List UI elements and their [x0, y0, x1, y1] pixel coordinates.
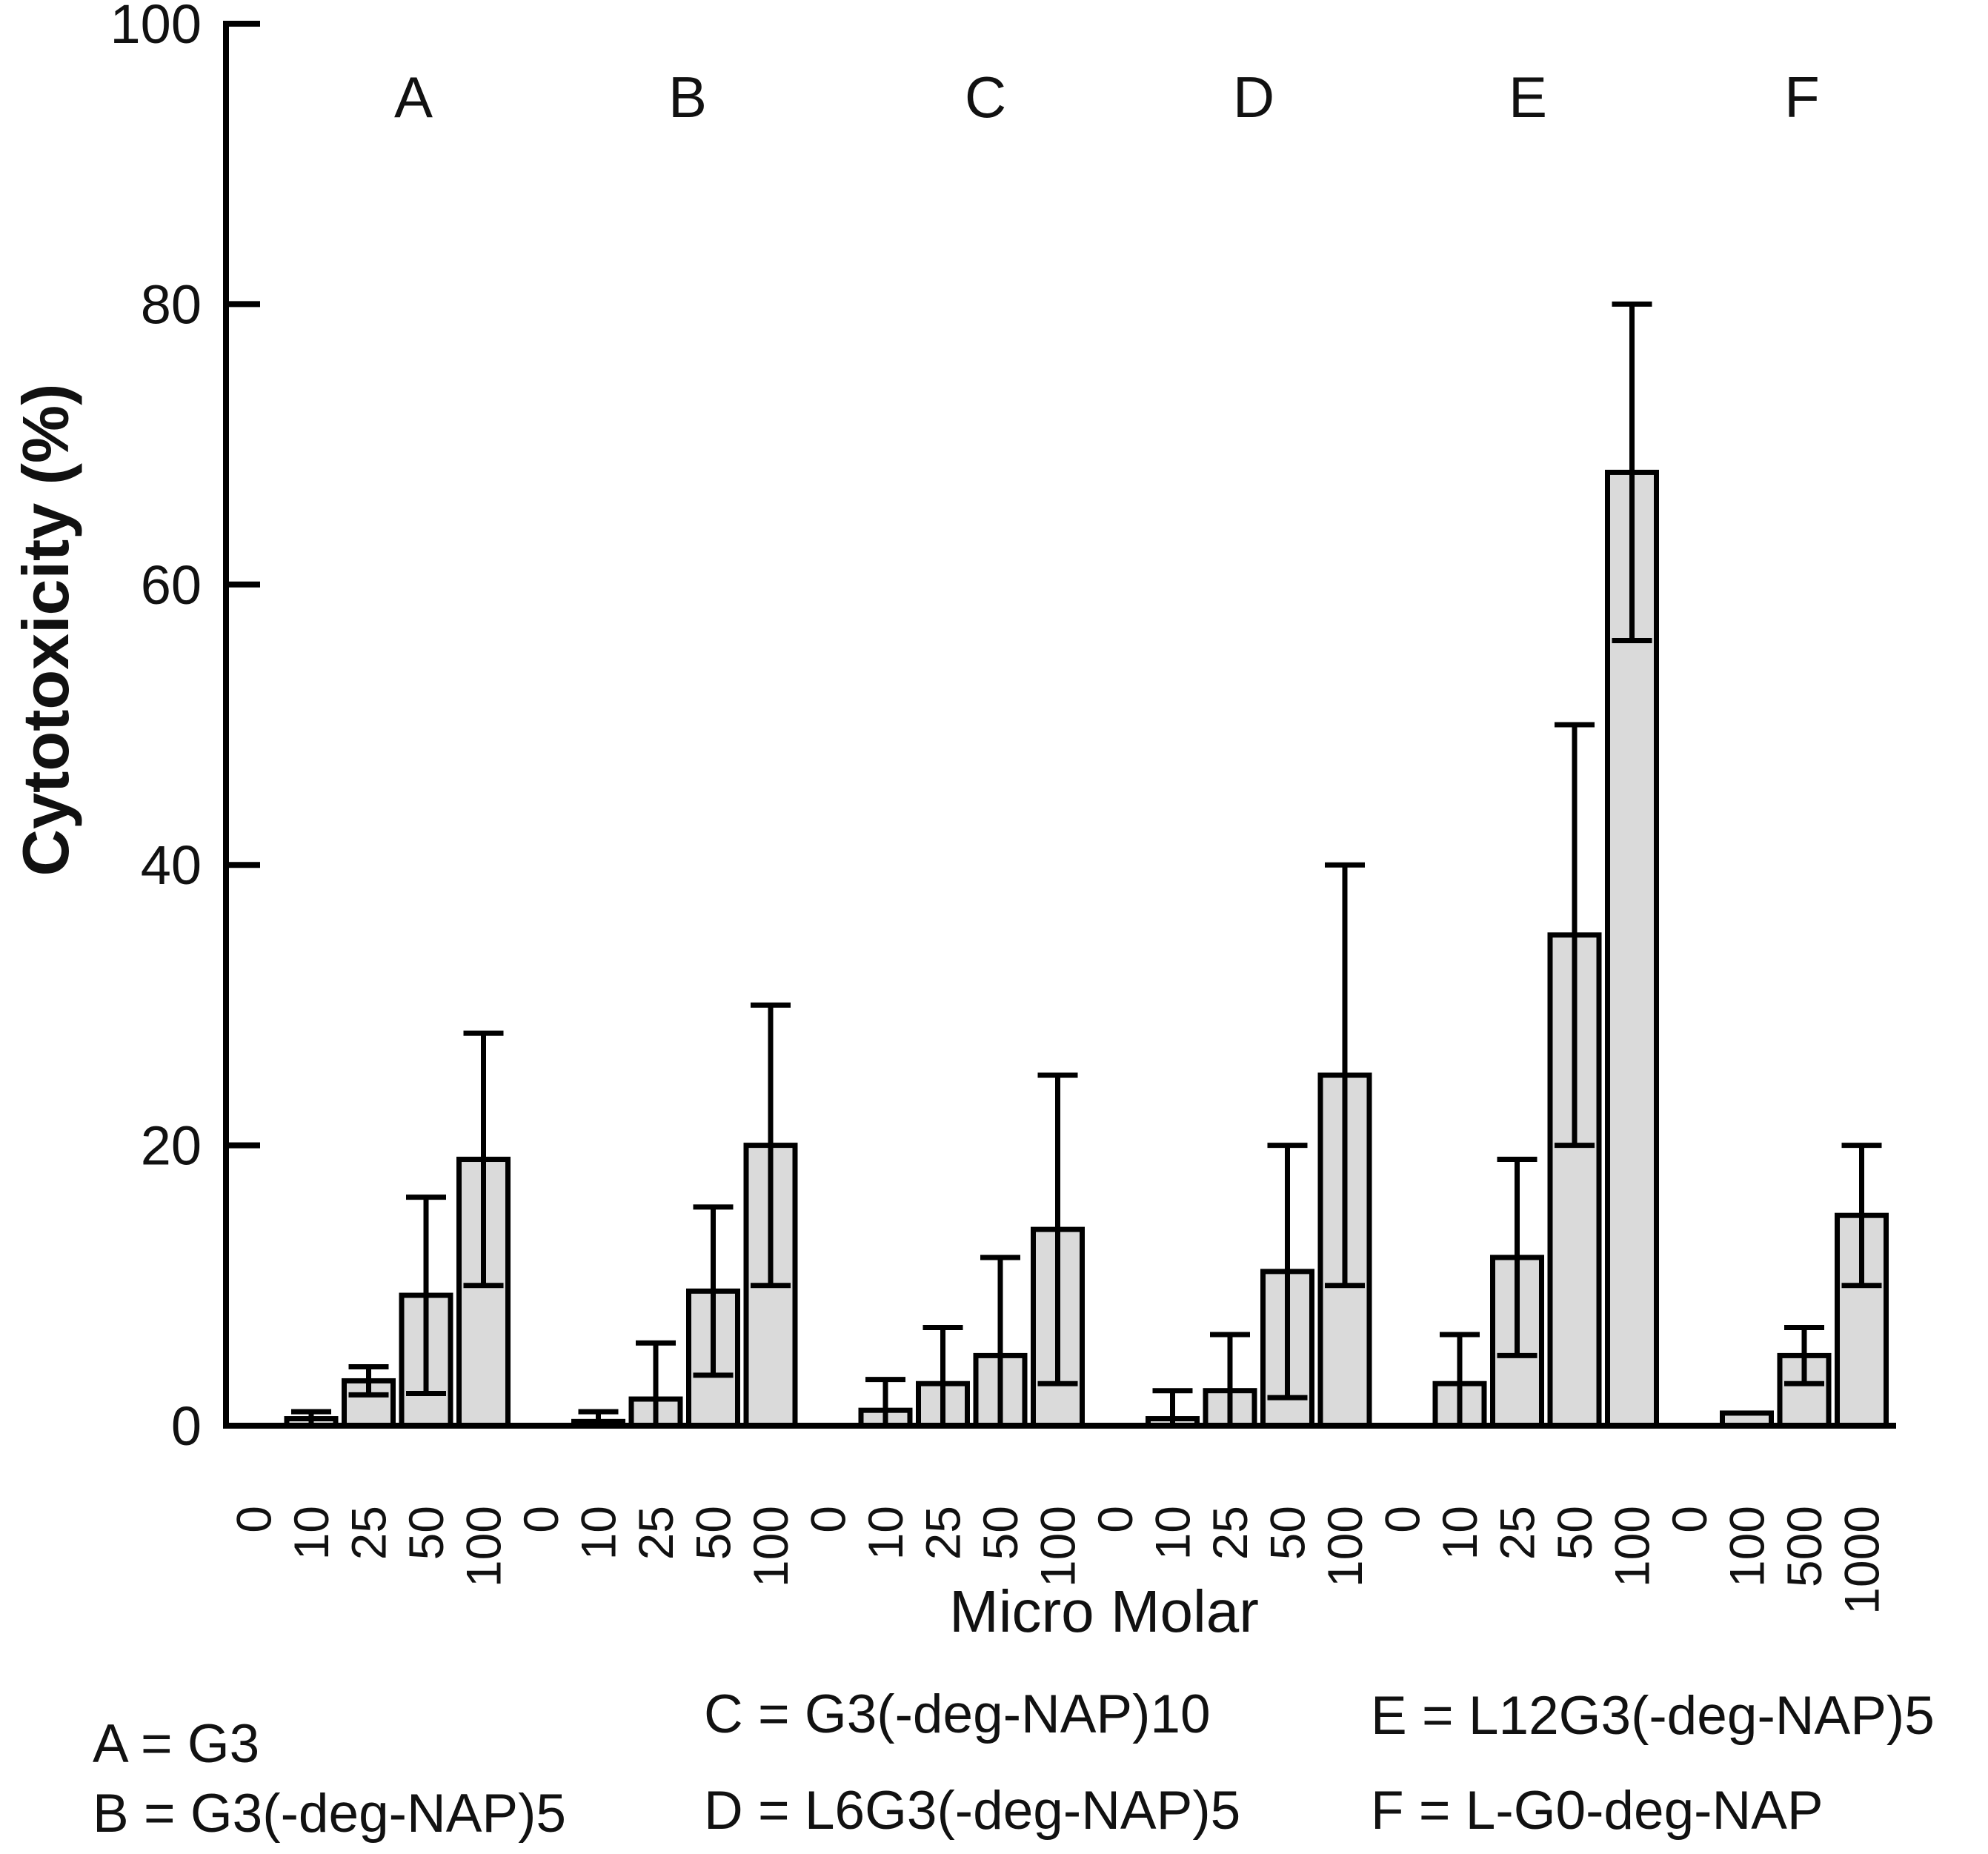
x-tick-label-B-25: 25 [628, 1506, 683, 1560]
group-letter-E: E [1509, 64, 1547, 130]
x-tick-label-C-10: 10 [858, 1506, 913, 1560]
x-axis-title: Micro Molar [949, 1578, 1259, 1644]
x-tick-label-D-100: 100 [1317, 1506, 1372, 1587]
x-tick-label-B-10: 10 [571, 1506, 626, 1560]
legend-item-F: F = L-G0-deg-NAP [1371, 1781, 1824, 1841]
x-tick-label-D-50: 50 [1260, 1506, 1315, 1560]
x-tick-label-A-25: 25 [342, 1506, 396, 1560]
x-tick-label-E-10: 10 [1432, 1506, 1487, 1560]
x-tick-label-E-25: 25 [1490, 1506, 1545, 1560]
x-tick-label-E-100: 100 [1605, 1506, 1660, 1587]
group-letter-D: D [1233, 64, 1274, 130]
group-letter-C: C [965, 64, 1006, 130]
x-tick-label-A-10: 10 [284, 1506, 339, 1560]
x-tick-label-F-0: 0 [1662, 1506, 1717, 1533]
y-tick-label-40: 40 [141, 834, 202, 896]
legend-item-A: A = G3 [93, 1714, 259, 1774]
x-tick-label-B-50: 50 [686, 1506, 741, 1560]
x-tick-label-D-25: 25 [1203, 1506, 1257, 1560]
x-tick-label-F-100: 100 [1720, 1506, 1775, 1587]
y-tick-label-100: 100 [110, 0, 202, 55]
x-tick-label-C-50: 50 [973, 1506, 1028, 1560]
x-tick-label-E-50: 50 [1547, 1506, 1602, 1560]
x-tick-label-A-100: 100 [456, 1506, 511, 1587]
x-tick-label-D-0: 0 [1088, 1506, 1143, 1533]
x-tick-label-A-0: 0 [227, 1506, 282, 1533]
y-tick-label-60: 60 [141, 554, 202, 616]
x-tick-label-F-500: 500 [1777, 1506, 1832, 1587]
x-tick-label-A-50: 50 [399, 1506, 453, 1560]
x-tick-label-B-100: 100 [743, 1506, 798, 1587]
x-tick-label-C-25: 25 [916, 1506, 971, 1560]
group-letter-B: B [668, 64, 707, 130]
legend-item-C: C = G3(-deg-NAP)10 [704, 1684, 1211, 1744]
x-tick-label-C-100: 100 [1031, 1506, 1086, 1587]
y-tick-label-0: 0 [171, 1395, 202, 1457]
x-tick-label-C-0: 0 [801, 1506, 856, 1533]
y-tick-label-80: 80 [141, 273, 202, 335]
legend-item-E: E = L12G3(-deg-NAP)5 [1371, 1686, 1935, 1746]
x-tick-label-E-0: 0 [1375, 1506, 1430, 1533]
legend-item-D: D = L6G3(-deg-NAP)5 [704, 1781, 1240, 1841]
group-letter-A: A [394, 64, 433, 130]
x-tick-label-B-0: 0 [513, 1506, 568, 1533]
x-tick-label-D-10: 10 [1146, 1506, 1200, 1560]
y-tick-label-20: 20 [141, 1115, 202, 1177]
y-axis-title: Cytotoxicity (%) [9, 384, 82, 877]
legend-item-B: B = G3(-deg-NAP)5 [93, 1784, 566, 1844]
x-tick-label-F-1000: 1000 [1835, 1506, 1889, 1615]
group-letter-F: F [1784, 64, 1820, 130]
